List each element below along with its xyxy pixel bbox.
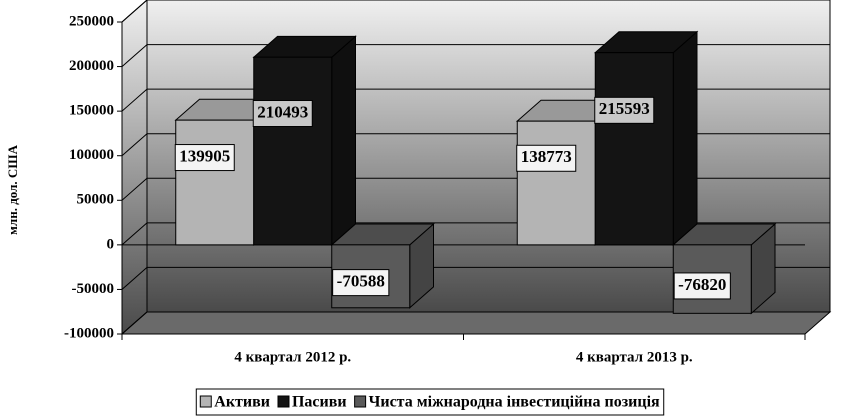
bar-front: [253, 56, 333, 246]
bar-front: [594, 52, 674, 246]
bar-front: [175, 119, 255, 246]
y-tick-label: 100000: [69, 147, 114, 163]
data-label-box: [594, 96, 655, 124]
y-tick-label: -50000: [72, 281, 115, 297]
data-label: 138773: [521, 147, 572, 166]
data-label-box: [673, 272, 731, 300]
y-tick-label: 150000: [69, 103, 114, 119]
data-label: -70588: [337, 272, 385, 291]
data-label: -76820: [678, 275, 726, 294]
legend-label: Активи: [214, 394, 270, 411]
legend: Активи Пасиви Чиста міжнародна інвестиційн…: [195, 388, 665, 416]
bar: [252, 35, 357, 246]
y-tick-label: 0: [107, 236, 115, 252]
bar: [593, 30, 699, 246]
legend-box: [195, 388, 665, 416]
y-tick-label: 250000: [69, 13, 114, 29]
y-tick-label: 50000: [77, 192, 115, 208]
data-label-group: -70588: [332, 269, 390, 297]
legend-label: Пасиви: [292, 394, 347, 411]
y-axis-title: млн. дол. США: [5, 144, 20, 235]
bar: [671, 222, 777, 315]
grid-line: [121, 266, 830, 290]
x-tick-label: 4 квартал 2013 р.: [576, 349, 693, 365]
data-label-box: [516, 144, 577, 172]
data-label-group: -76820: [673, 272, 731, 300]
y-tick-label: -100000: [64, 325, 114, 341]
data-label-box: [174, 144, 235, 172]
grid-line: [121, 44, 830, 67]
y-tick-label: 200000: [69, 58, 114, 74]
data-label-group: 215593: [594, 96, 655, 124]
floor: [120, 311, 832, 335]
data-label: 139905: [179, 146, 230, 165]
bar-side: [331, 35, 356, 246]
bar-side: [672, 30, 698, 246]
grid-line: [121, 311, 830, 335]
legend-swatch: [354, 395, 367, 408]
data-label: 210493: [257, 102, 308, 121]
legend-label: Чиста міжнародна інвестиційна позиція: [369, 394, 660, 411]
x-tick-label: 4 квартал 2012 р.: [234, 349, 351, 365]
data-label-group: 210493: [252, 100, 313, 128]
data-label-group: 139905: [174, 144, 235, 172]
legend-swatch: [199, 395, 212, 408]
data-label-box: [332, 269, 390, 297]
data-label-group: 138773: [516, 144, 577, 172]
data-label: 215593: [599, 99, 650, 118]
grid-line: [121, 0, 830, 23]
bar-front: [516, 120, 596, 246]
side-wall: [121, 0, 148, 336]
legend-swatch: [277, 395, 290, 408]
data-label-box: [252, 100, 313, 128]
